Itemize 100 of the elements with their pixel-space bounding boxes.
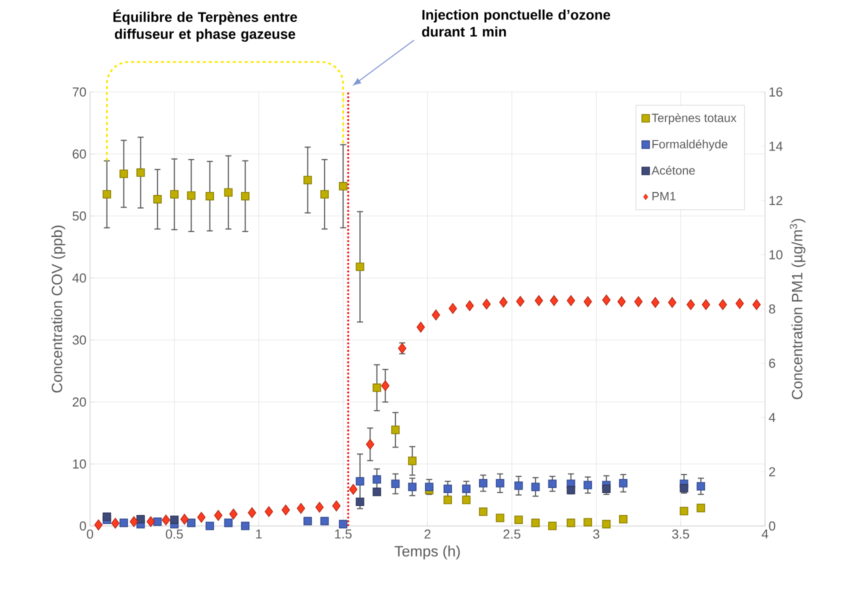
y-tick-label: 40: [72, 273, 86, 283]
y2-tick-label: 4: [768, 413, 776, 422]
legend-label: Terpènes totaux: [652, 113, 736, 124]
point: [248, 507, 256, 518]
point: [206, 522, 214, 530]
legend-label: PM1: [652, 192, 676, 200]
point: [187, 191, 196, 200]
point: [349, 484, 358, 495]
point: [356, 498, 364, 506]
y2-tick-label: 16: [770, 87, 782, 97]
point: [282, 504, 290, 516]
text: Équilibre de Terpènes entre diffuseur et phase gazeuse: [113, 10, 298, 42]
point: [752, 299, 761, 310]
point: [634, 296, 643, 308]
y-tick-label: 30: [72, 335, 86, 345]
point: [696, 504, 706, 512]
point: [466, 300, 474, 312]
point: [718, 299, 727, 310]
point: [482, 298, 491, 310]
point: [356, 262, 364, 272]
x-tick-label: 4: [762, 530, 768, 538]
x-tick-label: 1.5: [335, 530, 352, 539]
x-tick-label: 1: [256, 530, 262, 538]
point: [296, 502, 306, 514]
text: Injection ponctuelle d’ozone durant 1 min: [422, 10, 610, 37]
point: [584, 296, 592, 308]
point: [136, 168, 145, 177]
point: [478, 479, 488, 488]
x-tick-label: 3.5: [672, 530, 690, 539]
y2-tick-label: 14: [770, 142, 783, 151]
x-axis-title: Temps (h): [394, 546, 460, 560]
point: [514, 516, 523, 524]
legend-label: Acétone: [652, 166, 695, 175]
point: [602, 294, 611, 306]
point: [462, 484, 471, 493]
x-tick-label: 0: [86, 530, 94, 539]
point: [408, 482, 417, 492]
y-tick-label: 70: [72, 87, 86, 97]
y-tick-label: 60: [72, 149, 86, 159]
y2-tick-label: 8: [769, 304, 776, 314]
point: [356, 477, 364, 486]
point: [516, 296, 524, 307]
point: [94, 520, 103, 530]
point: [602, 520, 611, 528]
point: [478, 508, 488, 516]
point: [432, 310, 440, 320]
point: [381, 380, 390, 392]
point: [668, 297, 676, 308]
point: [617, 296, 626, 308]
x-tick-label: 0.5: [166, 530, 183, 539]
point: [224, 188, 233, 197]
y-axis-title: Concentration COV (ppb): [51, 226, 66, 393]
point: [566, 295, 576, 306]
legend-label: Formaldéhyde: [652, 139, 728, 151]
point: [372, 475, 382, 484]
point: [408, 456, 417, 466]
y-tick-label: 50: [72, 211, 86, 221]
point: [102, 190, 112, 198]
point: [550, 295, 558, 306]
point: [303, 176, 312, 184]
point: [136, 514, 145, 524]
point: [534, 295, 544, 306]
point: [584, 480, 592, 490]
point: [153, 517, 162, 526]
point: [736, 298, 744, 309]
point: [241, 192, 250, 200]
point: [338, 520, 348, 528]
point: [303, 516, 312, 526]
point: [102, 512, 112, 521]
point: [686, 299, 695, 310]
point: [320, 190, 329, 198]
y2-axis-title: Concentration PM1 (µg/m$^{3}$): [790, 218, 806, 400]
point: [391, 480, 400, 488]
point: [372, 384, 382, 392]
point: [496, 514, 504, 522]
point: [120, 170, 128, 178]
point: [702, 299, 710, 310]
x-tick-label: 2.5: [504, 530, 520, 539]
point: [548, 480, 557, 488]
point: [696, 482, 706, 491]
point: [531, 518, 540, 528]
point: [366, 438, 374, 450]
point: [146, 516, 155, 528]
point: [514, 481, 523, 490]
point: [170, 516, 179, 524]
point: [499, 296, 508, 308]
point: [130, 516, 138, 528]
point: [338, 182, 348, 190]
y2-tick-label: 0: [769, 521, 776, 531]
point: [224, 518, 233, 528]
point: [229, 508, 238, 520]
point: [197, 512, 206, 523]
point: [619, 479, 628, 488]
point: [531, 482, 540, 492]
point: [111, 518, 120, 529]
point: [391, 426, 400, 434]
x-tick-label: 3: [593, 530, 600, 539]
point: [372, 488, 382, 496]
point: [584, 518, 592, 526]
point: [315, 502, 324, 513]
